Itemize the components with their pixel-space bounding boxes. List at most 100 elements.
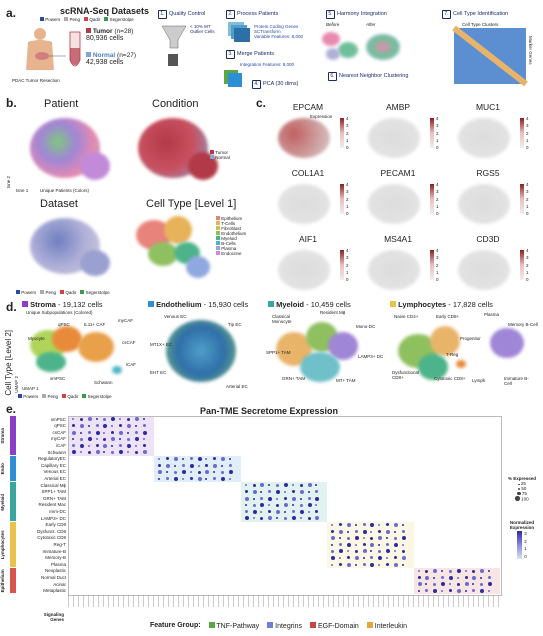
gene-tsne-ms4a1	[364, 246, 426, 294]
dot	[299, 497, 302, 500]
dot	[291, 504, 294, 507]
row-label: Normal Duct	[40, 574, 66, 580]
dot	[378, 523, 381, 526]
dot	[174, 470, 178, 474]
dot	[79, 437, 83, 441]
legend-powers: Powers	[40, 17, 60, 22]
step-5: 5. Harmony Integration	[326, 10, 387, 19]
dot	[291, 490, 295, 494]
dot	[111, 444, 114, 447]
dot	[205, 470, 210, 475]
dot	[393, 522, 398, 527]
row-label: smPSC	[50, 416, 66, 422]
lymph-label-progenitor: Progenitor	[460, 336, 481, 341]
dot	[464, 576, 468, 580]
tube-icon	[69, 31, 81, 67]
cluster-label: Cell Type Clusters	[462, 22, 499, 27]
colorbar-tick: 4	[526, 182, 529, 187]
gene-title-muc1: MUC1	[475, 102, 501, 112]
group-label-epithelium: Epithelium	[0, 569, 5, 593]
colorbar-tick: 3	[526, 123, 529, 129]
colorbar-tick: 1	[526, 137, 529, 143]
dot	[464, 570, 467, 573]
dot	[103, 423, 108, 428]
dot	[213, 471, 216, 474]
dot	[401, 555, 406, 560]
row-label: Arterial EC	[44, 475, 66, 481]
row-label: Dysfunct. CD8	[36, 528, 66, 534]
dot	[268, 490, 272, 494]
dot	[252, 517, 255, 520]
dot	[189, 457, 193, 461]
gene-tsne-pecam1	[364, 180, 426, 228]
dot	[362, 549, 367, 554]
dot	[401, 523, 404, 526]
row-label: qPSC	[54, 423, 66, 429]
size-legend: % Expressed 25 50 75 100	[507, 476, 536, 502]
dot	[126, 437, 130, 441]
expression-colorbar	[430, 118, 434, 148]
dot	[339, 523, 343, 527]
dot	[354, 555, 359, 560]
dot	[370, 542, 375, 547]
dot	[425, 583, 428, 586]
dot	[433, 588, 438, 593]
dot	[134, 424, 137, 427]
dot	[370, 550, 373, 553]
colorbar-tick: 2	[526, 130, 529, 136]
dot	[119, 424, 123, 428]
dot	[111, 417, 116, 422]
harmony-after: After	[366, 22, 376, 27]
colorbar-tick: 0	[436, 211, 439, 216]
group-bar-endo	[10, 455, 16, 481]
dot	[103, 437, 107, 441]
group-label-myeloid: Myeloid	[0, 493, 5, 511]
step-2: 2. Process Patients	[226, 10, 278, 19]
dot	[197, 470, 201, 474]
dot	[119, 418, 122, 421]
dot	[284, 510, 286, 513]
row-label: Early CD8	[45, 522, 66, 528]
dot	[401, 549, 405, 553]
dot	[221, 456, 226, 461]
colorbar-tick: 0	[346, 277, 349, 282]
condition-title: Condition	[152, 98, 199, 110]
colorbar-tick: 2	[346, 130, 349, 136]
lymph-label-cytotoxic: Cytotoxic CD8+	[434, 376, 466, 381]
harmony-before: Before	[326, 22, 340, 27]
dot	[339, 556, 342, 559]
colorbar-tick: 1	[346, 203, 349, 209]
dot	[205, 464, 209, 467]
dot	[480, 582, 484, 586]
dot	[103, 431, 106, 434]
dot	[346, 522, 351, 527]
dot	[480, 588, 485, 593]
lymph-umap	[390, 318, 538, 388]
gene-tsne-col1a1	[274, 180, 336, 228]
step-1: 1. Quality Control	[158, 10, 205, 19]
dot	[480, 576, 483, 579]
row-label: Schwann	[47, 449, 66, 455]
panel-e-letter: e.	[6, 402, 17, 416]
colorbar-tick: 1	[526, 203, 529, 209]
gene-tsne-rgs5	[454, 180, 516, 228]
step-6: 6. Nearest Neighbor Clustering	[328, 72, 408, 81]
stroma-label-schwann: Schwann	[94, 380, 113, 385]
dot	[448, 575, 453, 580]
dot	[126, 423, 131, 428]
dataset-tsne	[20, 212, 120, 288]
dot	[472, 589, 476, 593]
dot	[95, 444, 99, 448]
dot	[189, 463, 194, 468]
dot	[252, 503, 256, 507]
group-label-stroma: Stroma	[0, 428, 5, 444]
gene-title-epcam: EPCAM	[292, 102, 324, 112]
gene-title-col1a1: COL1A1	[291, 168, 325, 178]
dot	[331, 530, 335, 533]
dot	[260, 483, 265, 488]
dot	[134, 450, 138, 454]
